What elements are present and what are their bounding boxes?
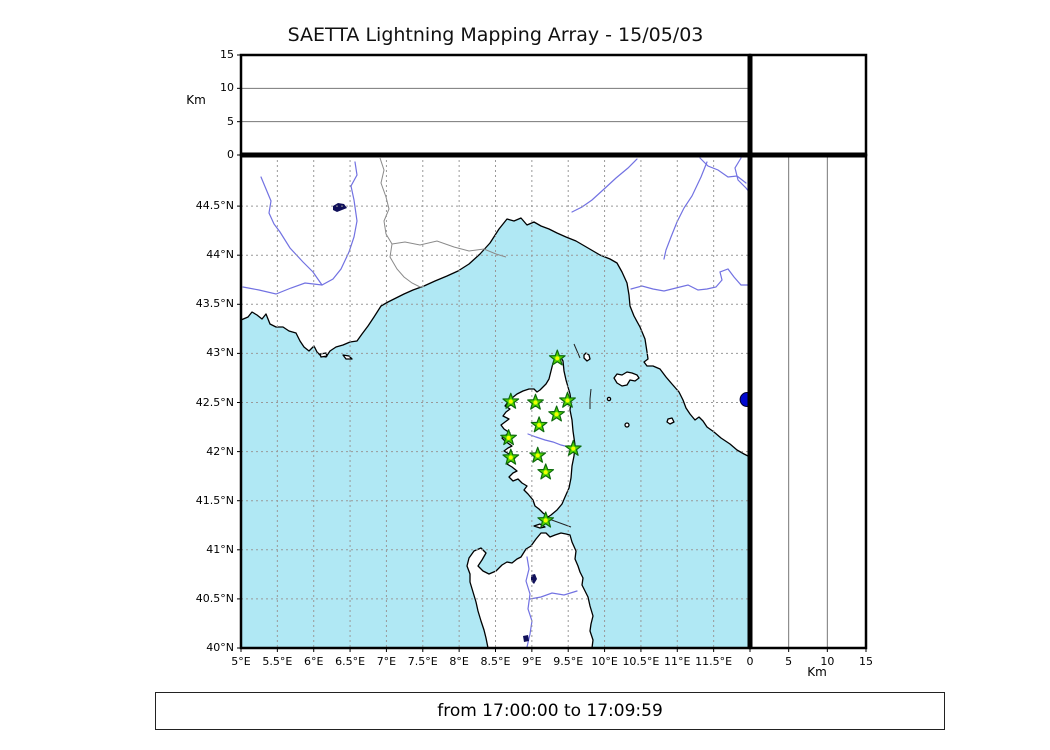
lon-tick-label: 11°E xyxy=(664,655,691,668)
border-piedmont-liguria xyxy=(391,240,507,258)
island-montecristo xyxy=(624,422,630,428)
islets-maddalena xyxy=(533,523,546,529)
lat-tick-label: 42°N xyxy=(206,444,234,458)
lon-tick-label: 7.5°E xyxy=(407,655,438,668)
river-durance xyxy=(242,161,358,295)
station-marker-center xyxy=(533,400,538,405)
lon-tick-label: 9.5°E xyxy=(553,655,584,668)
alt-bottom-tick-label: 5 xyxy=(785,655,793,668)
river-tanaro xyxy=(571,158,638,213)
lat-tick-label: 40.5°N xyxy=(195,591,234,605)
mark-line-tuscan xyxy=(589,388,592,409)
station-marker-center xyxy=(543,470,548,475)
altitude-axis-label-left: Km xyxy=(186,93,206,107)
alt-left-tick-label: 10 xyxy=(220,81,234,95)
top-panel-frame xyxy=(239,53,752,157)
mark-line-cap-corse xyxy=(573,343,581,359)
station-marker-center xyxy=(555,356,560,361)
lat-tick-label: 42.5°N xyxy=(195,395,234,409)
corner-panel-frame xyxy=(748,53,868,157)
lon-tick-label: 5.5°E xyxy=(262,655,293,668)
island-corsica xyxy=(500,355,576,518)
river-sardinia-branch xyxy=(529,590,578,600)
lat-tick-label: 43°N xyxy=(206,346,234,360)
lake-sardinia-2 xyxy=(523,635,529,642)
station-layer xyxy=(500,349,582,528)
lat-tick-label: 44°N xyxy=(206,248,234,262)
lat-tick-label: 40°N xyxy=(206,641,234,654)
lon-tick-label: 9°E xyxy=(522,655,542,668)
lat-tick-label: 43.5°N xyxy=(195,297,234,311)
river-northeast-2 xyxy=(699,157,747,184)
river-northeast-1 xyxy=(734,157,750,194)
alt-bottom-tick-label: 10 xyxy=(820,655,835,668)
station-marker-center xyxy=(535,453,540,458)
alt-bottom-tick-label: 0 xyxy=(746,655,754,668)
alt-left-tick-label: 0 xyxy=(227,148,234,161)
island-pianosa xyxy=(606,396,612,402)
station-marker-center xyxy=(508,455,513,460)
border-france-italy xyxy=(379,157,425,288)
lon-tick-label: 11.5°E xyxy=(695,655,733,668)
island-elba xyxy=(613,371,640,387)
alt-bottom-tick-label: 15 xyxy=(859,655,873,668)
station-marker-center xyxy=(554,412,559,417)
lon-tick-label: 10°E xyxy=(591,655,618,668)
lon-tick-label: 5°E xyxy=(231,655,251,668)
island-capraia xyxy=(583,352,591,362)
lon-tick-label: 8.5°E xyxy=(480,655,511,668)
station-marker-center xyxy=(565,398,570,403)
lon-tick-label: 6.5°E xyxy=(335,655,366,668)
island-sardinia xyxy=(466,532,594,648)
station-marker-center xyxy=(543,518,548,523)
altitude-axis-label-right: Km xyxy=(807,665,827,679)
top-panel-gridlines xyxy=(241,87,750,123)
river-arno xyxy=(630,268,750,292)
river-sardinia xyxy=(525,556,533,648)
station-marker-center xyxy=(571,446,576,451)
river-trebbia xyxy=(663,161,708,260)
station-marker-center xyxy=(508,399,513,404)
mark-line-bonifacio xyxy=(548,518,572,528)
river-tributary xyxy=(260,176,323,286)
islets-hyeres xyxy=(319,352,353,360)
time-range-box: from 17:00:00 to 17:09:59 xyxy=(155,692,945,730)
lat-tick-label: 41°N xyxy=(206,542,234,556)
lake-serre-poncon xyxy=(333,203,347,212)
alt-left-tick-label: 5 xyxy=(227,114,234,128)
island-giglio xyxy=(666,417,675,425)
lat-tick-label: 44.5°N xyxy=(195,199,234,213)
lon-tick-label: 8°E xyxy=(449,655,469,668)
time-range-text: from 17:00:00 to 17:09:59 xyxy=(437,701,663,721)
lon-tick-label: 7°E xyxy=(376,655,397,668)
right-panel-frame xyxy=(748,153,868,650)
station-marker-center xyxy=(537,422,542,428)
station-marker-center xyxy=(506,435,511,440)
alt-left-tick-label: 15 xyxy=(220,48,234,61)
lake-sardinia-1 xyxy=(531,574,537,584)
figure-title: SAETTA Lightning Mapping Array - 15/05/0… xyxy=(287,24,704,46)
lon-tick-label: 10.5°E xyxy=(622,655,660,668)
lon-tick-label: 6°E xyxy=(303,655,324,668)
right-panel-gridlines xyxy=(788,155,828,648)
lat-tick-label: 41.5°N xyxy=(195,493,234,507)
